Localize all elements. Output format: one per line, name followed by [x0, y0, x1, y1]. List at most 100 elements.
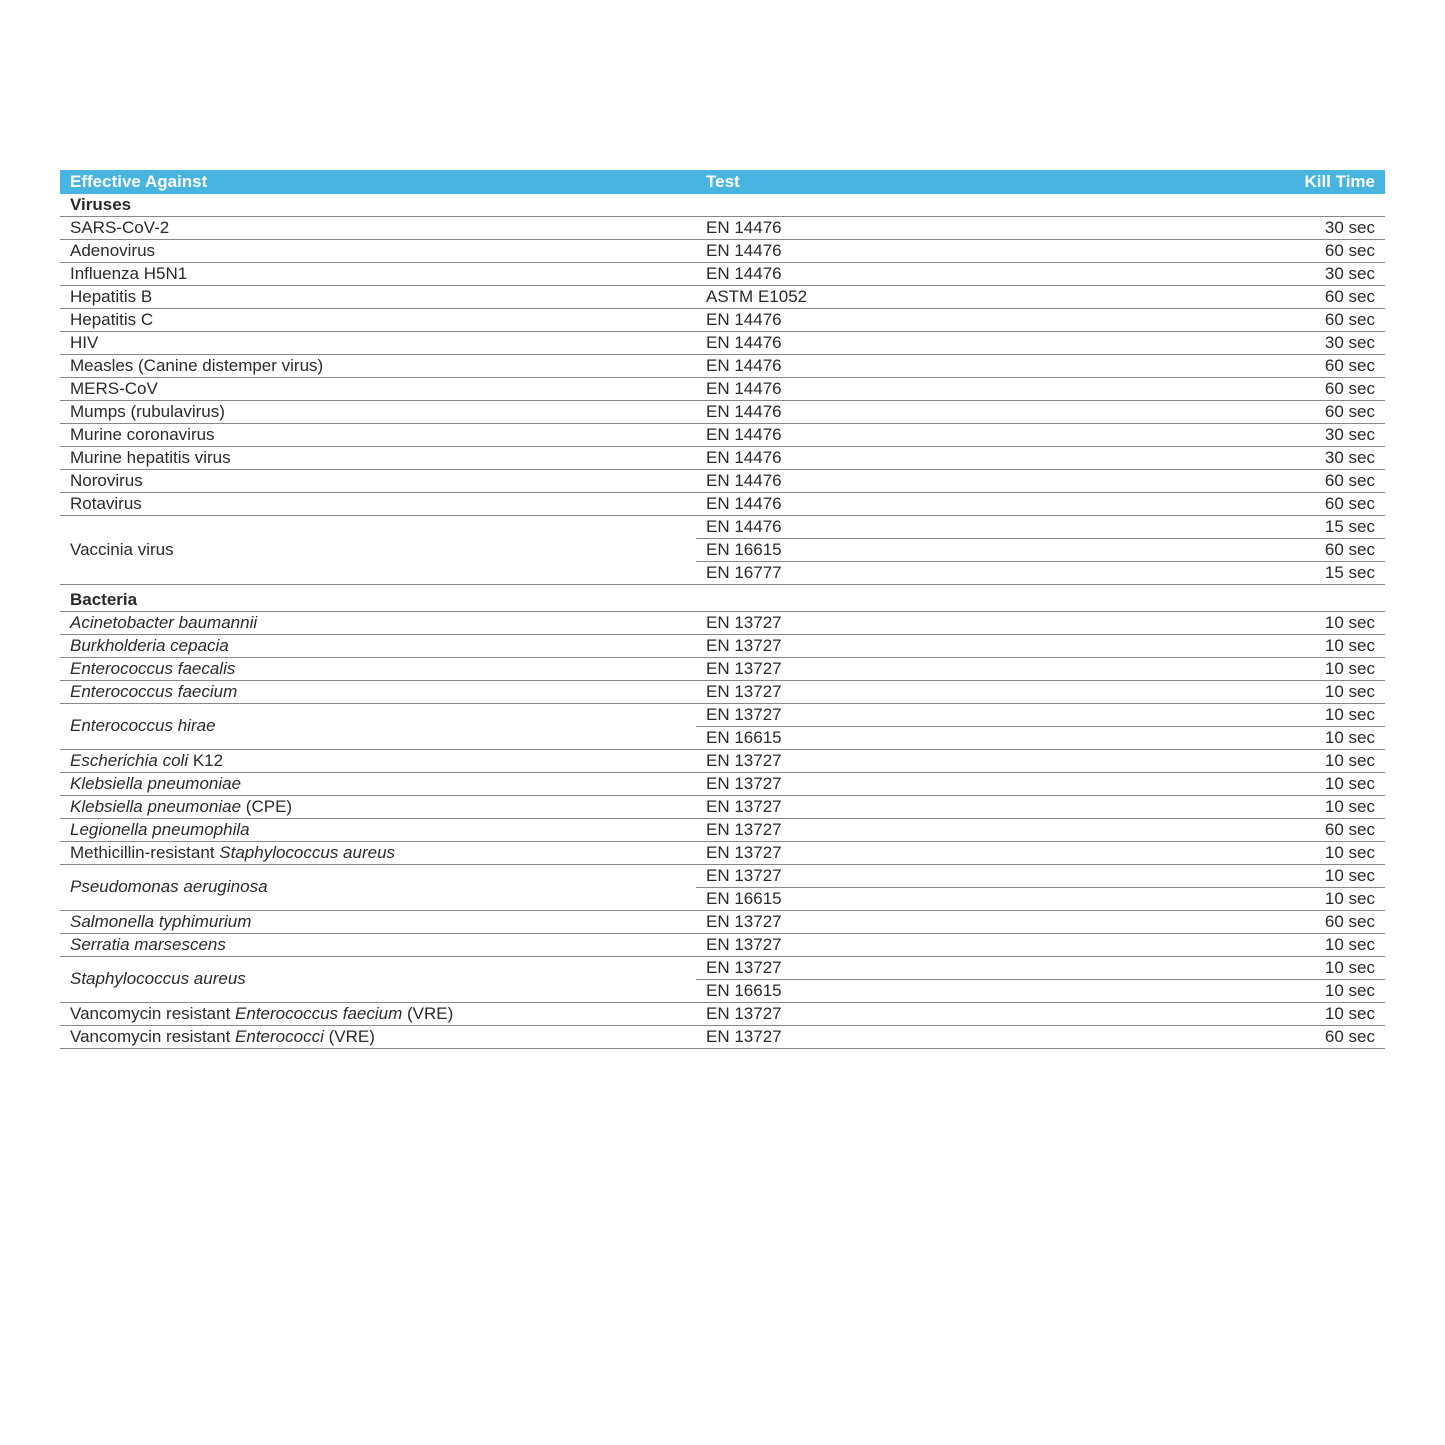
cell-organism: Klebsiella pneumoniae: [60, 772, 696, 795]
table-row: Enterococcus faeciumEN 1372710 sec: [60, 680, 1385, 703]
cell-organism: Legionella pneumophila: [60, 818, 696, 841]
cell-organism: Measles (Canine distemper virus): [60, 355, 696, 378]
cell-test: EN 13727: [696, 680, 1226, 703]
cell-kill-time: 10 sec: [1226, 887, 1385, 910]
cell-kill-time: 60 sec: [1226, 309, 1385, 332]
cell-organism: Vancomycin resistant Enterococcus faeciu…: [60, 1002, 696, 1025]
cell-kill-time: 10 sec: [1226, 772, 1385, 795]
cell-organism: Hepatitis C: [60, 309, 696, 332]
cell-organism: Klebsiella pneumoniae (CPE): [60, 795, 696, 818]
cell-test: ASTM E1052: [696, 286, 1226, 309]
cell-kill-time: 10 sec: [1226, 726, 1385, 749]
cell-test: EN 13727: [696, 772, 1226, 795]
cell-kill-time: 10 sec: [1226, 864, 1385, 887]
cell-organism: Pseudomonas aeruginosa: [60, 864, 696, 910]
cell-organism: Hepatitis B: [60, 286, 696, 309]
table-row: Klebsiella pneumoniaeEN 1372710 sec: [60, 772, 1385, 795]
cell-kill-time: 30 sec: [1226, 332, 1385, 355]
cell-kill-time: 15 sec: [1226, 516, 1385, 539]
table-row: RotavirusEN 1447660 sec: [60, 493, 1385, 516]
cell-kill-time: 10 sec: [1226, 657, 1385, 680]
cell-organism: Murine coronavirus: [60, 424, 696, 447]
table-row: Vancomycin resistant Enterococcus faeciu…: [60, 1002, 1385, 1025]
table-row: Measles (Canine distemper virus)EN 14476…: [60, 355, 1385, 378]
cell-kill-time: 15 sec: [1226, 562, 1385, 585]
cell-test: EN 13727: [696, 703, 1226, 726]
table-row: Murine coronavirusEN 1447630 sec: [60, 424, 1385, 447]
section-title: Viruses: [60, 194, 1385, 217]
cell-test: EN 14476: [696, 217, 1226, 240]
section-header: Viruses: [60, 194, 1385, 217]
section-header: Bacteria: [60, 589, 1385, 612]
cell-test: EN 13727: [696, 864, 1226, 887]
cell-organism: Staphylococcus aureus: [60, 956, 696, 1002]
cell-kill-time: 60 sec: [1226, 910, 1385, 933]
table-row: Serratia marsescensEN 1372710 sec: [60, 933, 1385, 956]
table-row: Acinetobacter baumanniiEN 1372710 sec: [60, 611, 1385, 634]
cell-organism: Adenovirus: [60, 240, 696, 263]
cell-kill-time: 30 sec: [1226, 217, 1385, 240]
cell-organism: Norovirus: [60, 470, 696, 493]
cell-kill-time: 60 sec: [1226, 470, 1385, 493]
cell-kill-time: 10 sec: [1226, 841, 1385, 864]
cell-test: EN 13727: [696, 657, 1226, 680]
table-row: Burkholderia cepaciaEN 1372710 sec: [60, 634, 1385, 657]
table-row: Mumps (rubulavirus)EN 1447660 sec: [60, 401, 1385, 424]
cell-kill-time: 10 sec: [1226, 680, 1385, 703]
cell-organism: Escherichia coli K12: [60, 749, 696, 772]
cell-kill-time: 10 sec: [1226, 749, 1385, 772]
cell-kill-time: 60 sec: [1226, 240, 1385, 263]
cell-test: EN 13727: [696, 795, 1226, 818]
cell-organism: Burkholderia cepacia: [60, 634, 696, 657]
cell-organism: Serratia marsescens: [60, 933, 696, 956]
cell-kill-time: 10 sec: [1226, 1002, 1385, 1025]
table-row: Salmonella typhimuriumEN 1372760 sec: [60, 910, 1385, 933]
cell-organism: Mumps (rubulavirus): [60, 401, 696, 424]
cell-test: EN 16615: [696, 726, 1226, 749]
cell-test: EN 14476: [696, 424, 1226, 447]
table-body: VirusesSARS-CoV-2EN 1447630 secAdenoviru…: [60, 194, 1385, 1048]
cell-organism: MERS-CoV: [60, 378, 696, 401]
cell-test: EN 14476: [696, 378, 1226, 401]
table-row: Vaccinia virusEN 1447615 sec: [60, 516, 1385, 539]
cell-test: EN 13727: [696, 1002, 1226, 1025]
table-row: Enterococcus hiraeEN 1372710 sec: [60, 703, 1385, 726]
cell-test: EN 14476: [696, 493, 1226, 516]
cell-test: EN 14476: [696, 240, 1226, 263]
cell-kill-time: 10 sec: [1226, 933, 1385, 956]
cell-kill-time: 60 sec: [1226, 401, 1385, 424]
table-row: SARS-CoV-2EN 1447630 sec: [60, 217, 1385, 240]
table-header-row: Effective Against Test Kill Time: [60, 170, 1385, 194]
table-row: NorovirusEN 1447660 sec: [60, 470, 1385, 493]
table-row: Enterococcus faecalisEN 1372710 sec: [60, 657, 1385, 680]
cell-test: EN 13727: [696, 611, 1226, 634]
cell-organism: Enterococcus faecium: [60, 680, 696, 703]
cell-kill-time: 60 sec: [1226, 1025, 1385, 1048]
table-row: Staphylococcus aureusEN 1372710 sec: [60, 956, 1385, 979]
cell-kill-time: 30 sec: [1226, 424, 1385, 447]
cell-kill-time: 60 sec: [1226, 539, 1385, 562]
cell-test: EN 13727: [696, 634, 1226, 657]
cell-test: EN 13727: [696, 749, 1226, 772]
cell-organism: SARS-CoV-2: [60, 217, 696, 240]
cell-test: EN 14476: [696, 401, 1226, 424]
cell-kill-time: 10 sec: [1226, 956, 1385, 979]
cell-test: EN 13727: [696, 841, 1226, 864]
cell-organism: Vaccinia virus: [60, 516, 696, 585]
table-row: Escherichia coli K12EN 1372710 sec: [60, 749, 1385, 772]
cell-test: EN 16615: [696, 979, 1226, 1002]
table-row: HIVEN 1447630 sec: [60, 332, 1385, 355]
cell-organism: Salmonella typhimurium: [60, 910, 696, 933]
cell-organism: Enterococcus faecalis: [60, 657, 696, 680]
cell-test: EN 14476: [696, 263, 1226, 286]
cell-kill-time: 10 sec: [1226, 979, 1385, 1002]
table-row: Hepatitis BASTM E105260 sec: [60, 286, 1385, 309]
cell-test: EN 13727: [696, 818, 1226, 841]
cell-kill-time: 60 sec: [1226, 818, 1385, 841]
cell-kill-time: 60 sec: [1226, 355, 1385, 378]
table-row: MERS-CoVEN 1447660 sec: [60, 378, 1385, 401]
cell-organism: Influenza H5N1: [60, 263, 696, 286]
cell-test: EN 14476: [696, 355, 1226, 378]
cell-kill-time: 60 sec: [1226, 493, 1385, 516]
cell-test: EN 14476: [696, 332, 1226, 355]
